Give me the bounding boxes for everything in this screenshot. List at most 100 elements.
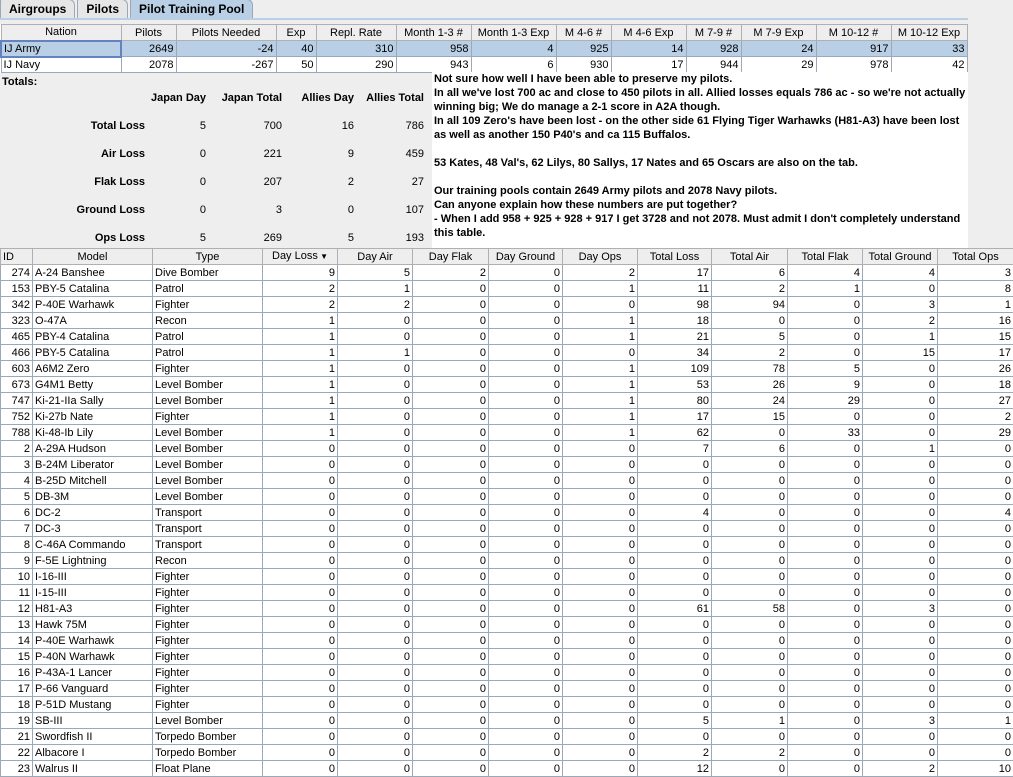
cell[interactable]: 29 bbox=[741, 57, 816, 73]
column-header-total-flak[interactable]: Total Flak bbox=[788, 249, 863, 265]
column-header-id[interactable]: ID bbox=[1, 249, 33, 265]
cell[interactable]: 17 bbox=[611, 57, 686, 73]
cell[interactable]: 290 bbox=[316, 57, 396, 73]
type-cell: Fighter bbox=[153, 409, 263, 425]
cell[interactable]: 2649 bbox=[121, 41, 176, 57]
tab-pilots[interactable]: Pilots bbox=[77, 0, 128, 18]
column-header-exp[interactable]: Exp bbox=[276, 25, 316, 41]
cell[interactable]: 24 bbox=[741, 41, 816, 57]
cell[interactable]: -24 bbox=[176, 41, 276, 57]
cell[interactable]: 4 bbox=[471, 41, 556, 57]
column-header-m-4-6-exp[interactable]: M 4-6 Exp bbox=[611, 25, 686, 41]
cell[interactable]: 928 bbox=[686, 41, 741, 57]
nation-cell[interactable]: IJ Navy bbox=[1, 57, 121, 73]
column-header-type[interactable]: Type bbox=[153, 249, 263, 265]
cell[interactable]: 2078 bbox=[121, 57, 176, 73]
column-header-month-1-3[interactable]: Month 1-3 # bbox=[396, 25, 471, 41]
tab-airgroups[interactable]: Airgroups bbox=[0, 0, 75, 18]
column-header-day-ops[interactable]: Day Ops bbox=[563, 249, 638, 265]
column-header-total-ops[interactable]: Total Ops bbox=[938, 249, 1013, 265]
nation-cell[interactable]: IJ Army bbox=[1, 41, 121, 57]
value-cell: 0 bbox=[413, 505, 489, 521]
cell[interactable]: 42 bbox=[891, 57, 967, 73]
column-header-day-ground[interactable]: Day Ground bbox=[489, 249, 563, 265]
cell[interactable]: 958 bbox=[396, 41, 471, 57]
value-cell: 0 bbox=[413, 329, 489, 345]
column-header-model[interactable]: Model bbox=[33, 249, 153, 265]
column-header-pilots-needed[interactable]: Pilots Needed bbox=[176, 25, 276, 41]
column-header-m-10-12-exp[interactable]: M 10-12 Exp bbox=[891, 25, 967, 41]
column-header-m-10-12[interactable]: M 10-12 # bbox=[816, 25, 891, 41]
column-header-m-7-9-exp[interactable]: M 7-9 Exp bbox=[741, 25, 816, 41]
column-header-m-4-6[interactable]: M 4-6 # bbox=[556, 25, 611, 41]
cell[interactable]: 943 bbox=[396, 57, 471, 73]
cell[interactable]: 930 bbox=[556, 57, 611, 73]
tab-pilot-training-pool[interactable]: Pilot Training Pool bbox=[130, 0, 253, 18]
cell[interactable]: 14 bbox=[611, 41, 686, 57]
cell[interactable]: 33 bbox=[891, 41, 967, 57]
column-header-nation[interactable]: Nation bbox=[1, 25, 121, 41]
value-cell: 0 bbox=[563, 713, 638, 729]
totals-value: 700 bbox=[212, 120, 282, 132]
column-header-total-air[interactable]: Total Air bbox=[712, 249, 788, 265]
column-header-day-air[interactable]: Day Air bbox=[338, 249, 413, 265]
column-header-total-ground[interactable]: Total Ground bbox=[863, 249, 938, 265]
column-header-month-1-3-exp[interactable]: Month 1-3 Exp bbox=[471, 25, 556, 41]
model-cell: Walrus II bbox=[33, 761, 153, 777]
column-header-m-7-9[interactable]: M 7-9 # bbox=[686, 25, 741, 41]
cell[interactable]: 944 bbox=[686, 57, 741, 73]
column-header-day-flak[interactable]: Day Flak bbox=[413, 249, 489, 265]
column-header-pilots[interactable]: Pilots bbox=[121, 25, 176, 41]
cell[interactable]: 917 bbox=[816, 41, 891, 57]
value-cell: 0 bbox=[413, 745, 489, 761]
column-header-total-loss[interactable]: Total Loss bbox=[638, 249, 712, 265]
column-header-day-loss[interactable]: Day Loss ▼ bbox=[263, 249, 338, 265]
cell[interactable]: 6 bbox=[471, 57, 556, 73]
cell[interactable]: 310 bbox=[316, 41, 396, 57]
value-cell: 0 bbox=[712, 761, 788, 777]
value-cell: 2 bbox=[638, 745, 712, 761]
value-cell: 0 bbox=[413, 681, 489, 697]
cell[interactable]: 40 bbox=[276, 41, 316, 57]
cell[interactable]: 978 bbox=[816, 57, 891, 73]
cell[interactable]: 925 bbox=[556, 41, 611, 57]
column-header-repl-rate[interactable]: Repl. Rate bbox=[316, 25, 396, 41]
model-cell: Ki-21-IIa Sally bbox=[33, 393, 153, 409]
cell[interactable]: -267 bbox=[176, 57, 276, 73]
cell[interactable]: 50 bbox=[276, 57, 316, 73]
